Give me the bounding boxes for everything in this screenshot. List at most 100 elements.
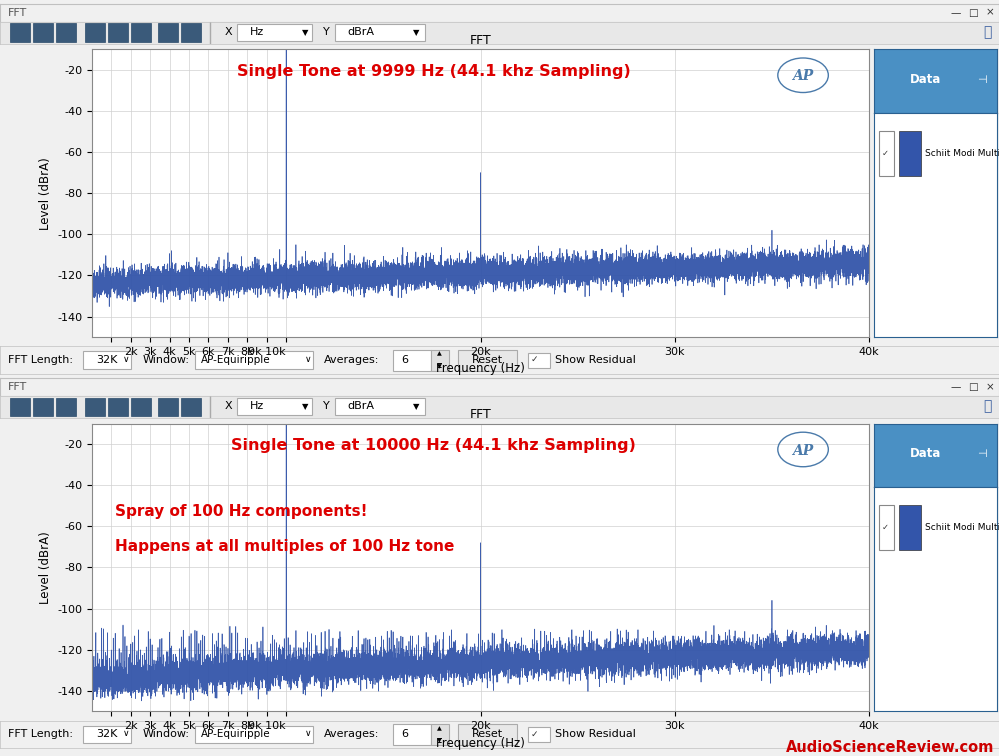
Text: FFT Length:: FFT Length:	[8, 729, 73, 739]
Text: ×: ×	[986, 8, 994, 17]
Text: Hz: Hz	[250, 401, 264, 411]
Text: ⊣: ⊣	[977, 449, 987, 459]
Text: ▼: ▼	[413, 402, 420, 411]
Text: dBrA: dBrA	[348, 27, 375, 37]
Bar	[158, 23, 178, 42]
Bar	[899, 131, 921, 175]
Bar	[899, 505, 921, 550]
Text: Window:: Window:	[143, 355, 190, 365]
Text: 6: 6	[401, 355, 409, 365]
Text: ▼: ▼	[302, 402, 309, 411]
Title: FFT: FFT	[470, 34, 492, 47]
Text: ∨: ∨	[305, 730, 312, 739]
Text: 32K: 32K	[96, 729, 117, 739]
Bar	[33, 23, 53, 42]
Text: AudioScienceReview.com: AudioScienceReview.com	[785, 740, 994, 755]
Text: ▲: ▲	[438, 352, 442, 357]
Text: Y: Y	[323, 27, 330, 37]
Bar	[237, 398, 312, 415]
X-axis label: Frequency (Hz): Frequency (Hz)	[437, 362, 524, 376]
Text: AP: AP	[792, 70, 813, 83]
Bar	[108, 23, 128, 42]
Text: ✓: ✓	[530, 355, 538, 364]
Text: Happens at all multiples of 100 Hz tone: Happens at all multiples of 100 Hz tone	[115, 539, 455, 553]
Text: Window:: Window:	[143, 729, 190, 739]
Text: X: X	[225, 401, 233, 411]
Text: Reset: Reset	[472, 729, 503, 739]
Text: AP-Equiripple: AP-Equiripple	[201, 729, 271, 739]
Text: Y: Y	[323, 401, 330, 411]
Bar	[56, 398, 76, 417]
Text: Averages:: Averages:	[324, 355, 379, 365]
Bar	[131, 398, 151, 417]
Bar	[458, 350, 517, 371]
Bar	[335, 398, 425, 415]
Text: Show Residual: Show Residual	[555, 355, 636, 365]
Text: Data: Data	[910, 73, 941, 86]
Text: ▲: ▲	[438, 726, 442, 731]
Text: Reset: Reset	[472, 355, 503, 365]
Text: Schiit Modi Multi: Schiit Modi Multi	[924, 523, 999, 531]
Text: Data: Data	[910, 448, 941, 460]
Text: X: X	[225, 27, 233, 37]
Text: Single Tone at 10000 Hz (44.1 khz Sampling): Single Tone at 10000 Hz (44.1 khz Sampli…	[232, 438, 636, 453]
Bar	[181, 23, 201, 42]
Bar	[85, 398, 105, 417]
Bar	[431, 350, 449, 371]
Text: ∨: ∨	[305, 355, 312, 364]
Text: —: —	[951, 382, 961, 392]
Text: FFT: FFT	[8, 8, 27, 17]
Text: Schiit Modi Multi: Schiit Modi Multi	[924, 149, 999, 157]
Text: ✓: ✓	[881, 149, 888, 157]
Bar	[10, 23, 30, 42]
Text: □: □	[968, 8, 978, 17]
Bar	[83, 726, 131, 743]
Bar	[237, 24, 312, 41]
Bar	[56, 23, 76, 42]
Bar	[879, 131, 894, 175]
Bar	[879, 505, 894, 550]
Text: ⤢: ⤢	[983, 399, 991, 414]
Text: ▼: ▼	[413, 28, 420, 37]
Bar	[158, 398, 178, 417]
Text: □: □	[968, 382, 978, 392]
Bar	[108, 398, 128, 417]
Bar	[393, 350, 431, 371]
Bar	[195, 352, 313, 369]
Text: ✓: ✓	[881, 523, 888, 531]
Bar	[195, 726, 313, 743]
Bar	[528, 352, 550, 368]
Text: FFT: FFT	[8, 382, 27, 392]
Bar	[131, 23, 151, 42]
Text: ⊣: ⊣	[977, 75, 987, 85]
Bar	[33, 398, 53, 417]
Text: Single Tone at 9999 Hz (44.1 khz Sampling): Single Tone at 9999 Hz (44.1 khz Samplin…	[237, 64, 630, 79]
Bar	[393, 724, 431, 745]
Text: AP: AP	[792, 444, 813, 457]
Text: ▼: ▼	[302, 28, 309, 37]
Y-axis label: Level (dBrA): Level (dBrA)	[39, 157, 52, 230]
Title: FFT: FFT	[470, 408, 492, 421]
Text: AP-Equiripple: AP-Equiripple	[201, 355, 271, 365]
Bar	[10, 398, 30, 417]
Text: ∨: ∨	[123, 730, 130, 739]
Bar	[458, 724, 517, 745]
Text: ▼: ▼	[438, 364, 442, 369]
Text: Averages:: Averages:	[324, 729, 379, 739]
X-axis label: Frequency (Hz): Frequency (Hz)	[437, 736, 524, 750]
Y-axis label: Level (dBrA): Level (dBrA)	[39, 531, 52, 604]
Bar	[181, 398, 201, 417]
Bar	[431, 724, 449, 745]
Text: ×: ×	[986, 382, 994, 392]
Text: ✓: ✓	[530, 730, 538, 739]
Bar	[335, 24, 425, 41]
Text: Hz: Hz	[250, 27, 264, 37]
Text: 6: 6	[401, 729, 409, 739]
Text: Spray of 100 Hz components!: Spray of 100 Hz components!	[115, 504, 368, 519]
Text: —: —	[951, 8, 961, 17]
Text: dBrA: dBrA	[348, 401, 375, 411]
Text: ▼: ▼	[438, 738, 442, 743]
Text: ∨: ∨	[123, 355, 130, 364]
Text: FFT Length:: FFT Length:	[8, 355, 73, 365]
Bar	[85, 23, 105, 42]
